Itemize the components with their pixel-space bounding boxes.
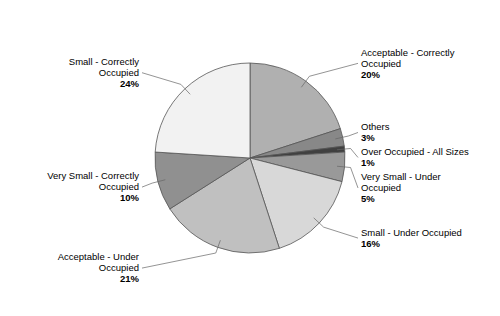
slice-label: Very Small - UnderOccupied <box>361 171 441 193</box>
leader-line <box>337 148 358 157</box>
slice-label: Small - Under Occupied <box>361 227 462 238</box>
slice-label: Acceptable - UnderOccupied <box>58 251 139 273</box>
value-label: 16% <box>361 238 381 249</box>
value-label: 5% <box>361 193 375 204</box>
value-label: 10% <box>120 192 140 203</box>
leader-line <box>314 218 358 238</box>
slice-label: Acceptable - CorrectlyOccupied <box>361 47 455 69</box>
value-label: 1% <box>361 157 375 168</box>
wedge <box>155 63 250 158</box>
leader-line <box>301 63 358 87</box>
slice-label: Over Occupied - All Sizes <box>361 146 469 157</box>
leader-line <box>337 166 358 188</box>
value-label: 3% <box>361 132 375 143</box>
value-label: 21% <box>120 273 140 284</box>
slice-label: Very Small - CorrectlyOccupied <box>47 170 139 192</box>
chart: Acceptable - CorrectlyOccupied20% Others3… <box>0 0 500 316</box>
labels: Acceptable - CorrectlyOccupied20% Others3… <box>47 47 469 285</box>
slice-label: Others <box>361 121 390 132</box>
leader-line <box>142 73 190 95</box>
value-label: 24% <box>120 78 140 89</box>
leader-line <box>142 180 165 187</box>
value-label: 20% <box>361 69 381 80</box>
leader-line <box>335 132 358 138</box>
leader-line <box>142 240 220 268</box>
slice-label: Small - CorrectlyOccupied <box>69 56 139 78</box>
wedge <box>155 152 250 209</box>
wedges <box>155 63 345 253</box>
